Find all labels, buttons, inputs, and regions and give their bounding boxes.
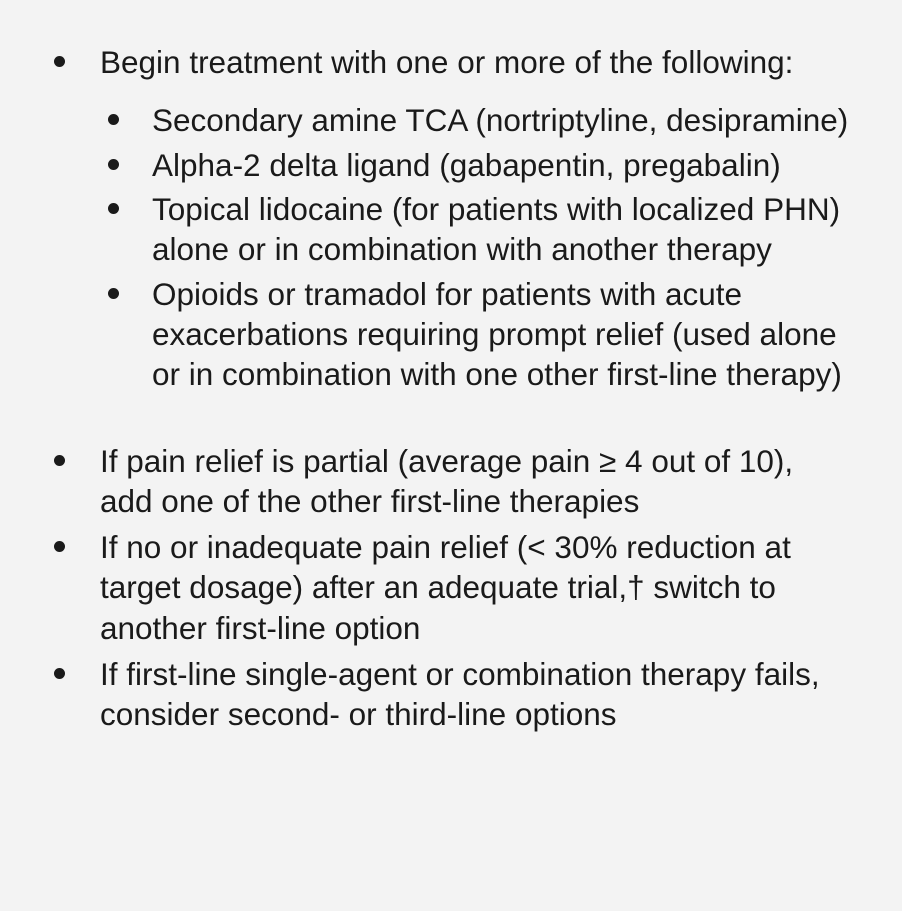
list-item: If first-line single-agent or combinatio… [48, 654, 854, 735]
list-item-text: Topical lidocaine (for patients with loc… [152, 191, 840, 267]
list-item: Secondary amine TCA (nortriptyline, desi… [100, 100, 854, 140]
list-item-text: Secondary amine TCA (nortriptyline, desi… [152, 102, 848, 138]
list-item-text: If pain relief is partial (average pain … [100, 443, 793, 519]
list-item: Opioids or tramadol for patients with ac… [100, 274, 854, 395]
bullet-list-outer: Begin treatment with one or more of the … [48, 42, 854, 395]
list-item-text: Alpha-2 delta ligand (gabapentin, pregab… [152, 147, 781, 183]
list-item-text: If no or inadequate pain relief (< 30% r… [100, 529, 791, 646]
list-item: If no or inadequate pain relief (< 30% r… [48, 527, 854, 648]
list-item: Alpha-2 delta ligand (gabapentin, pregab… [100, 145, 854, 185]
list-item: Topical lidocaine (for patients with loc… [100, 189, 854, 270]
bullet-list-outer: If pain relief is partial (average pain … [48, 441, 854, 735]
list-item-text: If first-line single-agent or combinatio… [100, 656, 820, 732]
list-item: Begin treatment with one or more of the … [48, 42, 854, 395]
list-section-gap [48, 421, 854, 441]
list-item-text: Opioids or tramadol for patients with ac… [152, 276, 842, 393]
bullet-list-inner: Secondary amine TCA (nortriptyline, desi… [100, 100, 854, 394]
list-item-text: Begin treatment with one or more of the … [100, 44, 793, 80]
list-item: If pain relief is partial (average pain … [48, 441, 854, 522]
